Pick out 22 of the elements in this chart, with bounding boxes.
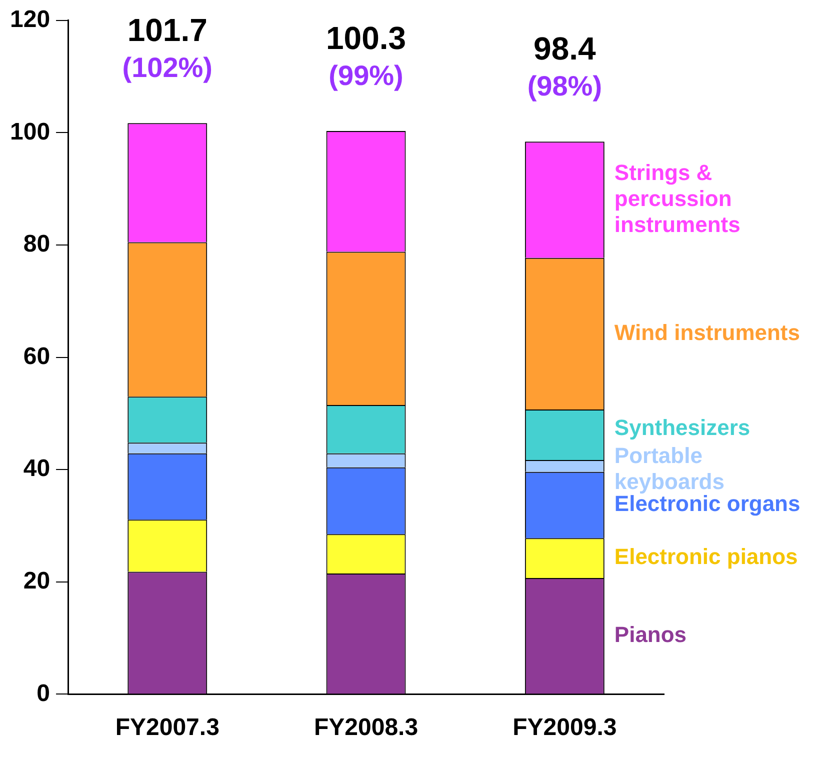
y-tick-label: 120 [10, 6, 50, 34]
series-label: Electronic pianos [614, 544, 798, 570]
annotation: (99%) [328, 60, 404, 92]
series-label: Pianos [614, 622, 687, 647]
y-tick-label: 40 [23, 455, 50, 482]
y-tick-label: 20 [23, 568, 50, 595]
annotation: (102%) [122, 52, 212, 84]
y-tick-label: 60 [23, 342, 50, 370]
y-tick-label: 80 [23, 230, 50, 258]
series-label: Strings & percussion instruments [614, 160, 740, 237]
x-tick-label: FY2007.3 [115, 714, 220, 742]
series-label: Synthesizers [614, 414, 750, 440]
series-label: Portable keyboards [614, 443, 724, 494]
y-tick-label: 100 [10, 118, 50, 146]
annotation: (98%) [527, 70, 602, 102]
total-label: 98.4 [534, 30, 596, 67]
series-label: Wind instruments [614, 320, 800, 345]
x-tick-label: FY2008.3 [314, 714, 418, 742]
x-tick-label: FY2009.3 [512, 714, 617, 742]
y-tick-label: 0 [36, 680, 50, 707]
total-label: 101.7 [127, 12, 208, 48]
total-label: 100.3 [326, 20, 406, 56]
